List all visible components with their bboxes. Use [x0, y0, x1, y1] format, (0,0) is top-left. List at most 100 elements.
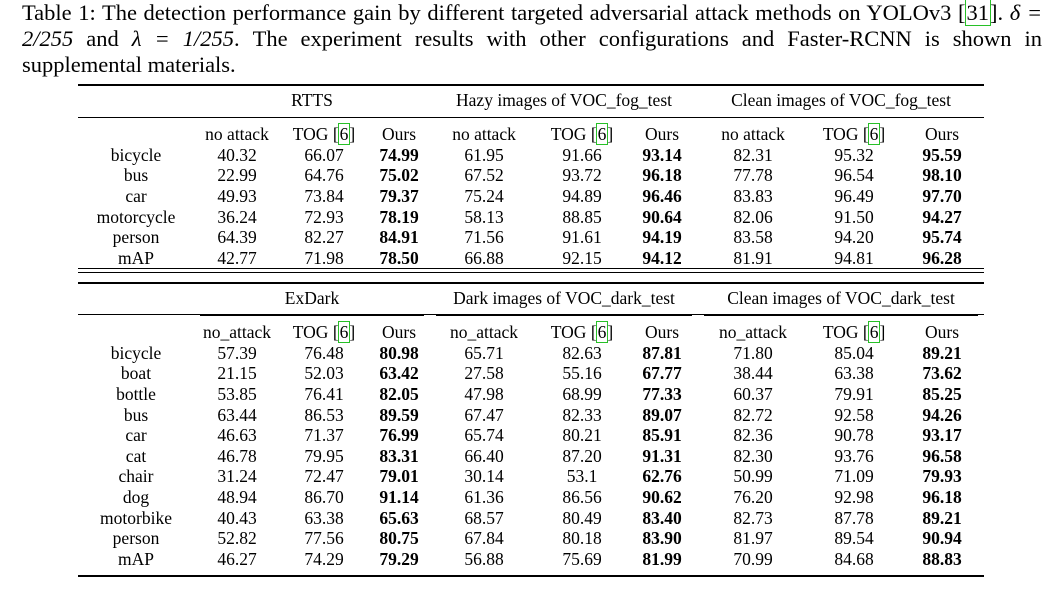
table-cell: 53.85 — [217, 384, 257, 405]
table-row: boat 21.15 52.03 63.42 27.58 55.16 67.77 38.44 6… — [78, 363, 984, 384]
table-cell: 94.81 — [834, 247, 874, 268]
group-header: Hazy images of VOC_fog_test — [430, 88, 698, 118]
citation-link[interactable]: 31 — [964, 0, 991, 26]
table-cell: 94.27 — [922, 206, 962, 227]
table-row: bicycle 57.39 76.48 80.98 65.71 82.63 87.81 71.… — [78, 343, 984, 364]
bottom-rule — [78, 272, 984, 273]
table-cell: 66.07 — [304, 144, 344, 165]
citation-link[interactable]: 6 — [867, 123, 881, 146]
table-cell: 79.01 — [379, 466, 419, 487]
bottom-rule — [78, 268, 984, 269]
caption-text: Table 1: The detection performance gain … — [22, 0, 959, 25]
citation-link[interactable]: 6 — [867, 321, 881, 344]
table-row: motorcycle 36.24 72.93 78.19 58.13 88.85 90.64… — [78, 206, 984, 227]
table-cell: 90.62 — [642, 487, 682, 508]
table-cell: 63.44 — [217, 404, 257, 425]
table-cell: 94.89 — [562, 186, 602, 207]
table-cell: 40.43 — [217, 507, 257, 528]
table-cell: 70.99 — [733, 548, 773, 569]
table-cell: 91.66 — [562, 144, 602, 165]
table-cell: 48.94 — [217, 487, 257, 508]
table-cell: 92.98 — [834, 487, 874, 508]
table-cell: 68.57 — [464, 507, 504, 528]
row-label: bus — [123, 404, 149, 425]
table-cell: 77.56 — [304, 528, 344, 549]
row-label: bottle — [116, 384, 156, 405]
table-cell: 96.18 — [922, 487, 962, 508]
column-header: Ours — [645, 322, 680, 343]
table-cell: 62.76 — [642, 466, 682, 487]
table-cell: 71.98 — [304, 247, 344, 268]
table-cell: 82.73 — [733, 507, 773, 528]
citation-link[interactable]: 6 — [595, 123, 609, 146]
table-cell: 75.24 — [464, 186, 504, 207]
table-cell: 52.82 — [217, 528, 257, 549]
caption-text: and — [73, 26, 132, 51]
table-cell: 89.54 — [834, 528, 874, 549]
column-header: TOG [6] — [822, 321, 886, 344]
row-label: cat — [125, 445, 147, 466]
table-cell: 67.47 — [464, 404, 504, 425]
table-cell: 93.72 — [562, 165, 602, 186]
row-label: boat — [120, 363, 152, 384]
table-cell: 76.48 — [304, 342, 344, 363]
table-cell: 83.83 — [733, 186, 773, 207]
table-cell: 79.95 — [304, 445, 344, 466]
table-cell: 80.21 — [562, 425, 602, 446]
table-cell: 83.31 — [379, 445, 419, 466]
bottom-rule — [78, 575, 984, 577]
column-header: Ours — [925, 124, 960, 145]
table-cell: 89.21 — [922, 342, 962, 363]
table-cell: 40.32 — [217, 144, 257, 165]
row-label: car — [125, 425, 147, 446]
table-cell: 72.47 — [304, 466, 344, 487]
citation-link[interactable]: 6 — [337, 123, 351, 146]
table-cell: 80.18 — [562, 528, 602, 549]
table-cell: 64.76 — [304, 165, 344, 186]
table-cell: 95.74 — [922, 227, 962, 248]
table-cell: 36.24 — [217, 206, 257, 227]
column-header: Ours — [925, 322, 960, 343]
table-cell: 76.99 — [379, 425, 419, 446]
table-cell: 85.91 — [642, 425, 682, 446]
column-header: TOG [6] — [550, 123, 614, 146]
row-label: chair — [118, 466, 154, 487]
table-cell: 73.62 — [922, 363, 962, 384]
citation-link[interactable]: 6 — [595, 321, 609, 344]
spacer-row — [78, 310, 984, 322]
row-label: person — [112, 528, 160, 549]
table-caption: Table 1: The detection performance gain … — [22, 0, 1042, 77]
table-cell: 91.50 — [834, 206, 874, 227]
table-cell: 53.1 — [566, 466, 598, 487]
column-header: TOG [6] — [292, 321, 356, 344]
table-cell: 27.58 — [464, 363, 504, 384]
table-cell: 38.44 — [733, 363, 773, 384]
table-row: person 64.39 82.27 84.91 71.56 91.61 94.19 83.5… — [78, 227, 984, 248]
caption-text: . The experiment results with other conf… — [22, 26, 1042, 77]
row-label: car — [125, 186, 147, 207]
table-cell: 71.37 — [304, 425, 344, 446]
table-cell: 49.93 — [217, 186, 257, 207]
row-label: dog — [122, 487, 150, 508]
citation-link[interactable]: 6 — [337, 321, 351, 344]
table-cell: 80.98 — [379, 342, 419, 363]
group-header: Clean images of VOC_fog_test — [698, 88, 984, 118]
table-cell: 31.24 — [217, 466, 257, 487]
table-cell: 65.74 — [464, 425, 504, 446]
table-cell: 46.78 — [217, 445, 257, 466]
table-cell: 74.29 — [304, 548, 344, 569]
table-cell: 60.37 — [733, 384, 773, 405]
table-cell: 73.84 — [304, 186, 344, 207]
table-cell: 67.77 — [642, 363, 682, 384]
table-cell: 86.56 — [562, 487, 602, 508]
delta-formula: δ = 2/255 — [22, 0, 1042, 51]
table-cell: 91.31 — [642, 445, 682, 466]
column-header: no_attack — [202, 322, 272, 343]
column-header-row: no attack TOG [6] Ours no attack TOG [6]… — [78, 123, 984, 146]
table-cell: 90.78 — [834, 425, 874, 446]
table-cell: 79.37 — [379, 186, 419, 207]
table-row: car 49.93 73.84 79.37 75.24 94.89 96.46 83.83 96… — [78, 186, 984, 207]
table-cell: 91.61 — [562, 227, 602, 248]
table-cell: 63.42 — [379, 363, 419, 384]
column-header: no_attack — [719, 322, 788, 343]
